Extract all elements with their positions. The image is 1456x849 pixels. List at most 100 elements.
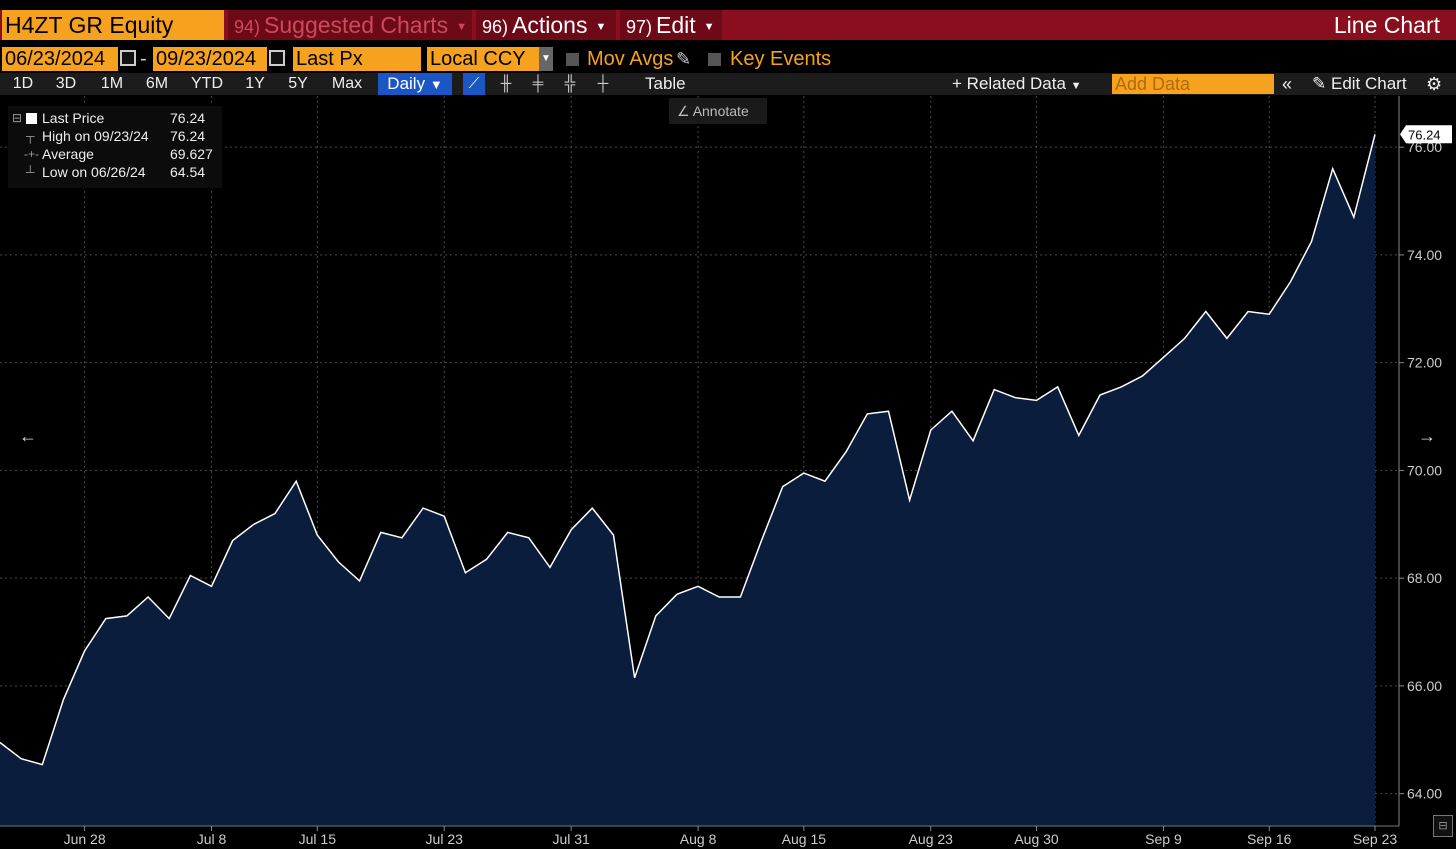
chevron-down-icon: ▼ — [703, 20, 715, 33]
range-1d-button[interactable]: 1D — [12, 75, 34, 92]
key-events-checkbox[interactable] — [708, 53, 721, 66]
price-line — [0, 134, 1376, 766]
x-tick-label: Sep 9 — [1145, 831, 1182, 847]
x-axis: Jun 28 Jul 8 Jul 15 Jul 23 Jul 31 Aug 8 Aug 15… — [0, 825, 1399, 847]
legend-low-label: Low on 06/26/24 — [42, 164, 146, 180]
bar-chart-icon[interactable]: ╫ — [500, 75, 512, 92]
annotate-label: Annotate — [692, 103, 749, 119]
price-field-input[interactable]: Last Px — [293, 47, 421, 71]
date-separator: - — [140, 48, 147, 70]
legend-high-label: High on 09/23/24 — [42, 128, 149, 144]
collapse-icon[interactable]: « — [1282, 74, 1293, 94]
calendar-icon[interactable] — [269, 50, 285, 66]
actions-menu-button[interactable]: 96) Actions ▼ — [476, 10, 616, 40]
last-value-label: 76.24 — [1408, 127, 1441, 142]
x-tick-label: Aug 15 — [782, 831, 827, 847]
pencil-icon: ✎ — [1312, 74, 1327, 93]
edit-label: Edit — [656, 12, 696, 38]
y-tick-label: 66.00 — [1407, 678, 1442, 694]
high-marker-icon: ┬ — [26, 129, 35, 143]
end-date-input[interactable]: 09/23/2024 — [153, 47, 267, 71]
expand-icon[interactable]: ⊟ — [1433, 815, 1453, 837]
suggested-charts-number: 94) — [234, 17, 261, 37]
plus-icon: + — [952, 74, 962, 93]
y-tick-label: 70.00 — [1407, 462, 1442, 478]
x-tick-label: Sep 16 — [1247, 831, 1292, 847]
arrow-left-icon[interactable]: ← — [19, 426, 37, 446]
related-data-label: Related Data — [966, 74, 1066, 93]
actions-label: Actions — [512, 12, 588, 38]
gear-icon[interactable]: ⚙ — [1426, 74, 1443, 94]
legend-last-price-value: 76.24 — [170, 110, 206, 126]
x-tick-label: Aug 23 — [909, 831, 954, 847]
range-1m-button[interactable]: 1M — [100, 75, 124, 92]
x-tick-label: Jul 15 — [299, 831, 337, 847]
arrow-right-icon[interactable]: → — [1418, 426, 1436, 446]
x-tick-label: Jul 23 — [426, 831, 464, 847]
legend-toggle-icon[interactable]: ⊟ — [12, 111, 23, 125]
hlc-icon[interactable]: ┼ — [597, 75, 609, 92]
legend-average-label: Average — [42, 146, 94, 162]
title-bar: H4ZT GR Equity 94) Suggested Charts ▼ 96) A… — [0, 10, 1456, 40]
edit-chart-button[interactable]: ✎ Edit Chart — [1312, 73, 1407, 95]
legend-low-value: 64.54 — [170, 164, 206, 180]
pencil-icon: ∠ — [677, 103, 690, 119]
line-chart-icon[interactable]: ⟋ — [463, 73, 485, 95]
chart-controls: 06/23/2024 - 09/23/2024 Last Px Local CC… — [0, 46, 1456, 72]
mov-avgs-label[interactable]: Mov Avgs — [587, 48, 674, 70]
last-value-badge: 76.24 — [1400, 125, 1452, 144]
frequency-select[interactable]: Daily ▼ — [378, 73, 452, 95]
key-events-label[interactable]: Key Events — [730, 48, 832, 70]
x-tick-label: Jul 31 — [552, 831, 590, 847]
chart-type-title: Line Chart — [1333, 12, 1440, 38]
x-tick-label: Jun 28 — [64, 831, 106, 847]
annotate-button[interactable]: ∠ Annotate — [669, 98, 767, 124]
range-max-button[interactable]: Max — [331, 75, 363, 92]
chevron-down-icon: ▼ — [429, 77, 443, 92]
table-button[interactable]: Table — [645, 74, 686, 93]
x-tick-label: Sep 23 — [1353, 831, 1398, 847]
chevron-down-icon: ▼ — [456, 20, 468, 33]
actions-number: 96) — [482, 17, 509, 37]
chevron-down-icon[interactable]: ▼ — [539, 47, 553, 71]
pencil-icon[interactable]: ✎ — [676, 49, 692, 69]
x-tick-label: Aug 30 — [1014, 831, 1059, 847]
add-data-input[interactable]: Add Data — [1112, 74, 1274, 94]
edit-menu-button[interactable]: 97) Edit ▼ — [620, 10, 722, 40]
y-tick-label: 72.00 — [1407, 355, 1442, 371]
range-ytd-button[interactable]: YTD — [191, 75, 223, 92]
range-6m-button[interactable]: 6M — [145, 75, 169, 92]
last-price-swatch — [26, 113, 37, 124]
legend-average-value: 69.627 — [170, 146, 213, 162]
currency-select[interactable]: Local CCY — [427, 47, 539, 71]
range-3d-button[interactable]: 3D — [55, 75, 77, 92]
candlestick-icon[interactable]: ╪ — [532, 75, 544, 92]
legend-high-value: 76.24 — [170, 128, 206, 144]
y-tick-label: 68.00 — [1407, 570, 1442, 586]
mov-avgs-checkbox[interactable] — [566, 53, 579, 66]
legend-last-price-label: Last Price — [42, 110, 105, 126]
suggested-charts-button[interactable]: 94) Suggested Charts ▼ — [228, 10, 472, 40]
y-tick-label: 74.00 — [1407, 247, 1442, 263]
chart-legend: ⊟ Last Price 76.24 ┬ High on 09/23/24 76.24 … — [8, 106, 222, 188]
related-data-button[interactable]: + Related Data ▼ — [952, 73, 1082, 97]
price-area — [0, 134, 1375, 827]
chevron-down-icon: ▼ — [595, 20, 607, 33]
edit-chart-label: Edit Chart — [1330, 74, 1407, 93]
calendar-icon[interactable] — [120, 50, 136, 66]
start-date-input[interactable]: 06/23/2024 — [2, 47, 118, 71]
edit-number: 97) — [626, 17, 653, 37]
range-1y-button[interactable]: 1Y — [245, 75, 265, 92]
chart-toolbar: 1D 3D 1M 6M YTD 1Y 5Y Max Daily ▼ ⟋ ╫ ╪ … — [0, 73, 1456, 95]
x-tick-label: Aug 8 — [680, 831, 717, 847]
range-5y-button[interactable]: 5Y — [288, 75, 308, 92]
chevron-down-icon: ▼ — [1070, 80, 1082, 92]
average-marker-icon: -+- — [24, 147, 39, 161]
ohlc-icon[interactable]: ╬ — [564, 75, 576, 92]
suggested-charts-label: Suggested Charts — [264, 12, 449, 38]
ticker-field[interactable]: H4ZT GR Equity — [2, 10, 224, 40]
frequency-label: Daily — [387, 74, 426, 93]
low-marker-icon: ┴ — [26, 165, 35, 179]
